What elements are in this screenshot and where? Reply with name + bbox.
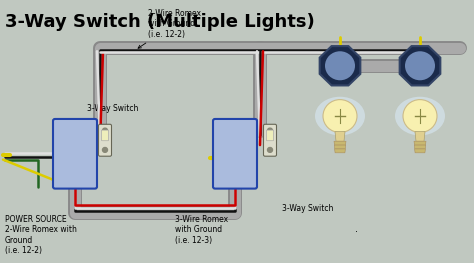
Circle shape: [102, 148, 108, 152]
Polygon shape: [334, 145, 346, 149]
Ellipse shape: [315, 97, 365, 135]
Circle shape: [323, 100, 357, 133]
Ellipse shape: [216, 139, 246, 168]
Text: 3-Way Switch: 3-Way Switch: [282, 204, 333, 213]
Text: 3-Way Switch: 3-Way Switch: [87, 104, 138, 113]
Circle shape: [405, 51, 435, 80]
Circle shape: [267, 128, 273, 133]
Text: 2-Wire Romex
with Ground
(i.e. 12-2): 2-Wire Romex with Ground (i.e. 12-2): [138, 9, 201, 48]
Polygon shape: [319, 46, 360, 85]
Circle shape: [102, 128, 108, 133]
Text: POWER SOURCE
2-Wire Romex with
Ground
(i.e. 12-2): POWER SOURCE 2-Wire Romex with Ground (i…: [5, 215, 77, 255]
Polygon shape: [334, 141, 346, 145]
Circle shape: [403, 100, 437, 133]
Polygon shape: [415, 132, 425, 141]
FancyBboxPatch shape: [99, 124, 111, 156]
Text: 3-Wire Romex
with Ground
(i.e. 12-3): 3-Wire Romex with Ground (i.e. 12-3): [175, 215, 228, 245]
Text: 3-Way Switch (Multiple Lights): 3-Way Switch (Multiple Lights): [5, 13, 315, 31]
Ellipse shape: [56, 139, 86, 168]
Text: .: .: [355, 224, 358, 234]
Polygon shape: [414, 141, 426, 145]
Polygon shape: [400, 46, 440, 85]
Polygon shape: [414, 145, 426, 149]
FancyBboxPatch shape: [264, 124, 276, 156]
Polygon shape: [415, 149, 425, 153]
Circle shape: [325, 51, 355, 80]
Circle shape: [267, 148, 273, 152]
FancyBboxPatch shape: [266, 130, 273, 141]
FancyBboxPatch shape: [101, 130, 109, 141]
FancyBboxPatch shape: [213, 119, 257, 189]
Polygon shape: [335, 132, 345, 141]
Ellipse shape: [395, 97, 445, 135]
FancyBboxPatch shape: [53, 119, 97, 189]
Polygon shape: [335, 149, 346, 153]
